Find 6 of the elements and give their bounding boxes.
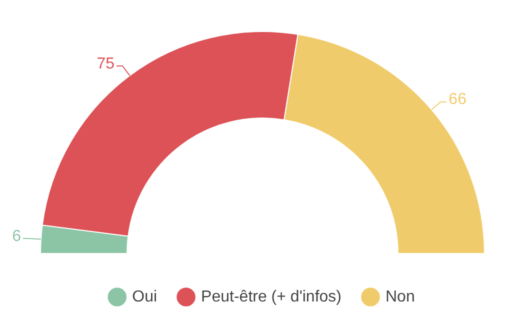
legend-label: Oui [132,288,158,306]
legend-label: Peut-être (+ d'infos) [201,288,342,306]
legend-label: Non [386,288,415,306]
data-label: 75 [96,55,115,72]
data-label: 6 [12,228,22,245]
data-label: 66 [448,91,467,108]
